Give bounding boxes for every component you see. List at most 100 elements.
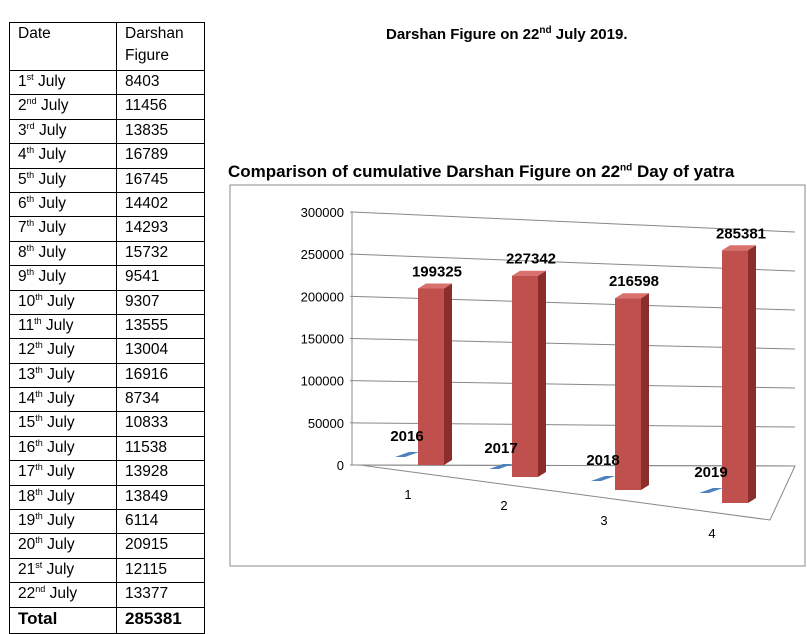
date-cell: 12th July: [9, 338, 117, 364]
table-row: 8th July 15732: [9, 240, 205, 267]
date-cell: 9th July: [9, 265, 117, 291]
total-row: Total 285381: [9, 606, 205, 634]
x-tick-label: 2: [500, 498, 507, 513]
figure-cell: 16789: [116, 143, 205, 169]
table-row: 17th July 13928: [9, 460, 205, 486]
bar-side: [641, 293, 649, 490]
figure-cell: 14293: [116, 216, 205, 242]
table-row: 10th July 9307: [9, 289, 205, 315]
date-cell: 10th July: [9, 289, 117, 315]
figure-cell: 10833: [116, 411, 205, 437]
figure-cell: 13835: [116, 118, 205, 145]
table-row: 9th July 9541: [9, 265, 205, 291]
date-cell: 13th July: [9, 362, 117, 389]
header-darshan-figure: Darshan Figure: [116, 22, 205, 71]
x-tick-label: 1: [404, 487, 411, 502]
gridline: [351, 253, 796, 272]
figure-cell: 20915: [116, 533, 205, 559]
bar: [722, 250, 748, 503]
table-row: 12th July 13004: [9, 338, 205, 364]
y-tick-label: 250000: [301, 247, 344, 262]
y-tick-label: 100000: [301, 374, 344, 389]
bar-top: [418, 283, 452, 289]
x-tick-label: 4: [708, 526, 715, 541]
figure-cell: 13928: [116, 460, 205, 486]
darshan-table: Date Darshan Figure 1st July 8403 2nd July…: [9, 22, 205, 634]
table-row: 7th July 14293: [9, 216, 205, 242]
figure-cell: 11538: [116, 435, 205, 462]
page-title: Darshan Figure on 22nd July 2019.: [386, 25, 628, 44]
bar-top: [512, 270, 546, 276]
x-tick-label: 3: [600, 513, 607, 528]
data-label: 199325: [412, 263, 462, 280]
table-row: 6th July 14402: [9, 191, 205, 218]
figure-cell: 8734: [116, 387, 205, 413]
data-label: 2016: [390, 428, 423, 445]
bar-side: [538, 270, 546, 477]
header-date: Date: [9, 22, 117, 71]
date-cell: 2nd July: [9, 94, 117, 120]
total-value: 285381: [116, 606, 205, 634]
data-label: 2018: [586, 452, 619, 469]
table-row: 16th July 11538: [9, 435, 205, 462]
date-cell: 17th July: [9, 460, 117, 486]
figure-cell: 11456: [116, 94, 205, 120]
y-tick-label: 50000: [308, 416, 344, 431]
chart-frame: [229, 184, 806, 567]
table-row: 19th July 6114: [9, 509, 205, 535]
date-cell: 18th July: [9, 484, 117, 511]
table-row: 18th July 13849: [9, 484, 205, 511]
data-label: 285381: [716, 225, 766, 242]
table-row: 15th July 10833: [9, 411, 205, 437]
bar-side: [748, 245, 756, 504]
figure-cell: 6114: [116, 509, 205, 535]
data-label: 216598: [609, 273, 659, 290]
bar-side: [444, 283, 452, 465]
table-row: 13th July 16916: [9, 362, 205, 389]
date-cell: 5th July: [9, 167, 117, 193]
bar: [591, 476, 615, 481]
table-row: 21st July 12115: [9, 557, 205, 584]
bar: [395, 452, 419, 457]
chart-title: Comparison of cumulative Darshan Figure …: [228, 162, 735, 181]
bar-top: [615, 293, 649, 299]
figure-cell: 16745: [116, 167, 205, 193]
figure-cell: 8403: [116, 69, 205, 96]
y-tick-label: 150000: [301, 332, 344, 347]
figure-cell: 13377: [116, 582, 205, 608]
table-row: 22nd July 13377: [9, 582, 205, 608]
date-cell: 14th July: [9, 387, 117, 413]
total-label: Total: [9, 606, 117, 634]
y-tick-label: 0: [337, 458, 344, 473]
date-cell: 16th July: [9, 435, 117, 462]
date-cell: 19th July: [9, 509, 117, 535]
table-row: 4th July 16789: [9, 143, 205, 169]
figure-cell: 13004: [116, 338, 205, 364]
date-cell: 3rd July: [9, 118, 117, 145]
table-row: 5th July 16745: [9, 167, 205, 193]
date-cell: 15th July: [9, 411, 117, 437]
date-cell: 8th July: [9, 240, 117, 267]
bar-top: [722, 245, 756, 251]
date-cell: 4th July: [9, 143, 117, 169]
table-row: 1st July 8403: [9, 69, 205, 96]
figure-cell: 13555: [116, 313, 205, 340]
bar: [699, 488, 723, 493]
y-tick-label: 300000: [301, 205, 344, 220]
gridline: [351, 211, 796, 233]
figure-cell: 13849: [116, 484, 205, 511]
bar: [489, 464, 513, 469]
table-row: 11th July 13555: [9, 313, 205, 340]
data-label: 2019: [694, 464, 727, 481]
table-row: 2nd July 11456: [9, 94, 205, 120]
bar: [615, 298, 641, 490]
figure-cell: 14402: [116, 191, 205, 218]
bar: [512, 275, 538, 477]
table-header-row: Date Darshan Figure: [9, 22, 205, 71]
y-tick-label: 200000: [301, 289, 344, 304]
table-row: 14th July 8734: [9, 387, 205, 413]
data-label: 2017: [484, 440, 517, 457]
bar: [418, 288, 444, 465]
table-row: 3rd July 13835: [9, 118, 205, 145]
